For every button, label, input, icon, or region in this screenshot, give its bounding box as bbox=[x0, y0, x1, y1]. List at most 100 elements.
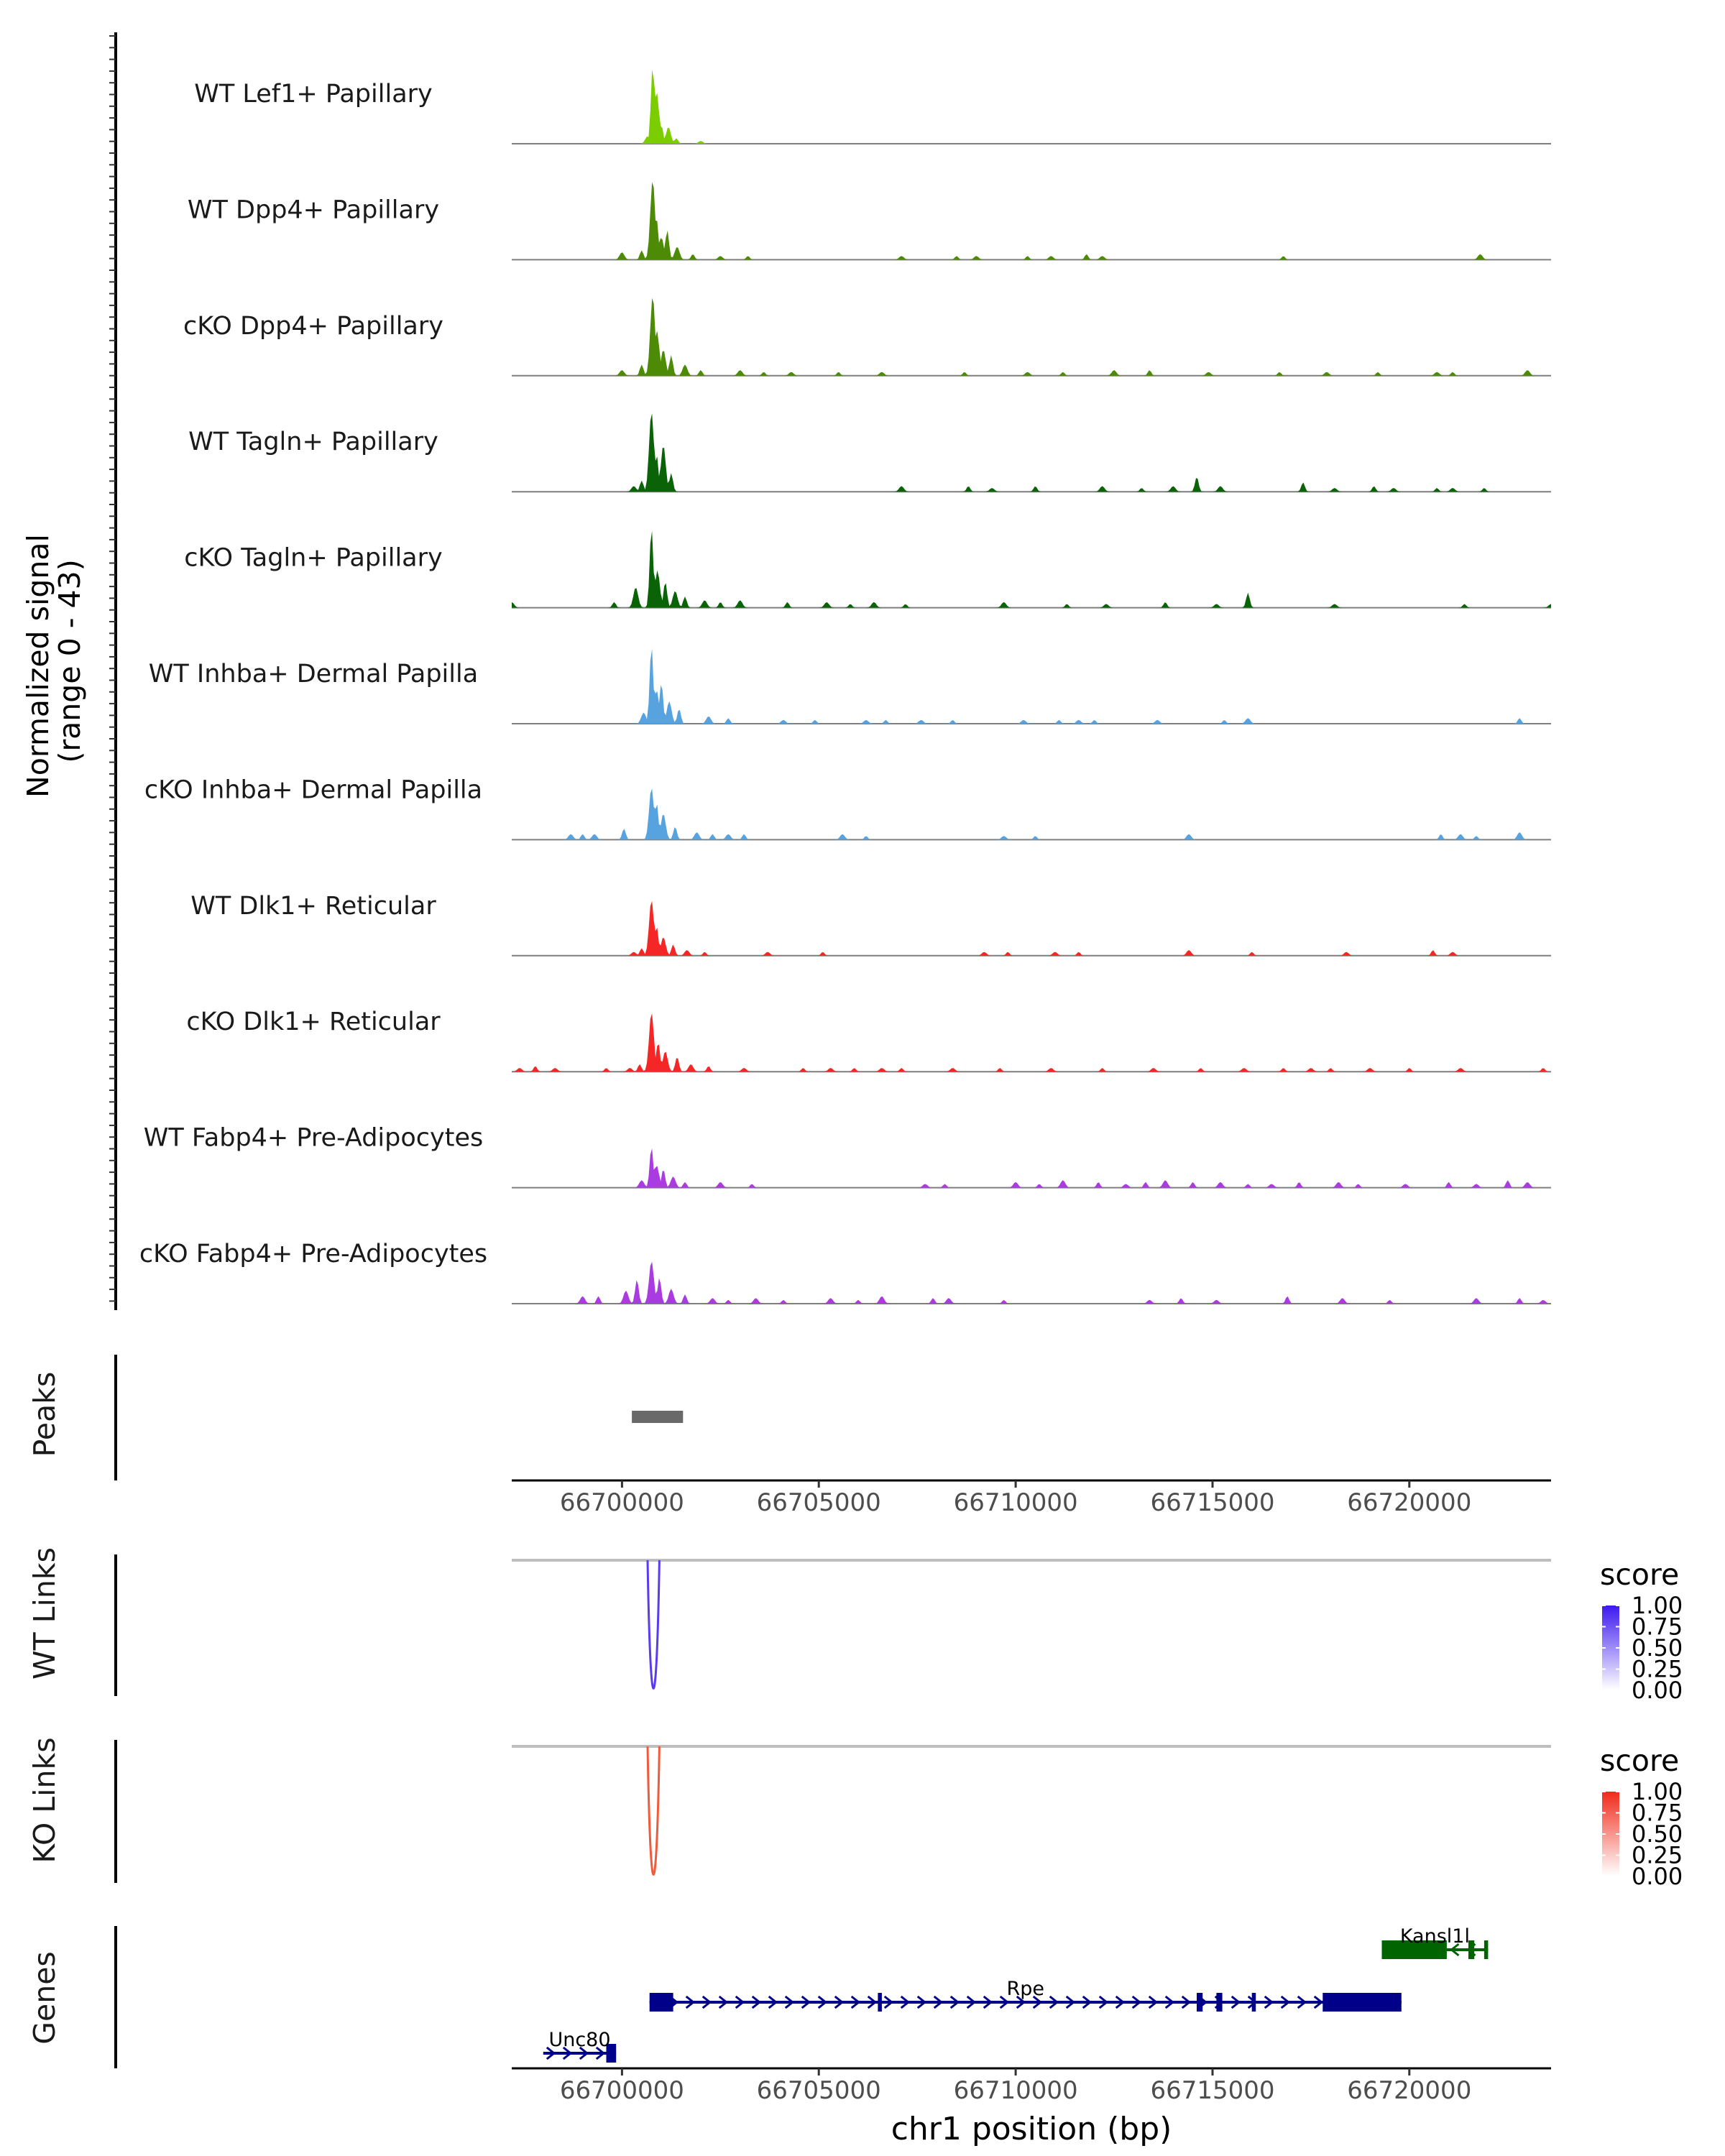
coverage-track: cKO Tagln+ Papillary bbox=[184, 530, 1551, 609]
strand-arrow bbox=[1148, 1995, 1159, 2009]
strand-arrow bbox=[702, 1995, 712, 2009]
gene-exon bbox=[606, 2044, 617, 2063]
track-label: cKO Tagln+ Papillary bbox=[184, 544, 443, 573]
strand-arrow bbox=[1264, 1995, 1274, 2009]
strand-arrow bbox=[768, 1995, 778, 2009]
strand-arrow bbox=[1098, 1995, 1109, 2009]
gene-exon bbox=[1381, 1940, 1447, 1959]
strand-arrow bbox=[1082, 1995, 1092, 2009]
genes-panel-label: Genes bbox=[27, 1951, 62, 2045]
legend-tick-label: 0.00 bbox=[1632, 1677, 1683, 1704]
wt-legend-ticks: 1.000.750.500.250.00 bbox=[1602, 1592, 1683, 1704]
strand-arrow bbox=[949, 1995, 960, 2009]
peaks-panel-label: Peaks bbox=[27, 1372, 62, 1457]
coverage-track: WT Inhba+ Dermal Papilla bbox=[149, 648, 1551, 724]
strand-arrow bbox=[735, 1995, 745, 2009]
x-tick-label: 66715000 bbox=[1150, 1488, 1274, 1517]
ko-legend-title: score bbox=[1600, 1743, 1679, 1778]
coverage-y-ticks bbox=[109, 35, 116, 1302]
strand-arrow bbox=[817, 1995, 828, 2009]
legend-tick-label: 0.25 bbox=[1632, 1656, 1683, 1683]
coverage-track: cKO Fabp4+ Pre-Adipocytes bbox=[139, 1240, 1551, 1304]
x-tick-label: 66700000 bbox=[560, 2076, 684, 2105]
legend-tick-label: 0.50 bbox=[1632, 1634, 1683, 1662]
gene-exon bbox=[1216, 1993, 1223, 2012]
gene-exon bbox=[878, 1993, 882, 2012]
x-tick-label: 66715000 bbox=[1150, 2076, 1274, 2105]
ko-legend-ticks: 1.000.750.500.250.00 bbox=[1602, 1778, 1683, 1890]
coverage-track: cKO Inhba+ Dermal Papilla bbox=[144, 775, 1551, 841]
x-tick-label: 66705000 bbox=[757, 1488, 881, 1517]
x-tick-label: 66720000 bbox=[1347, 1488, 1471, 1517]
strand-arrow bbox=[718, 1995, 729, 2009]
track-label: WT Dlk1+ Reticular bbox=[190, 892, 436, 921]
legend-tick-label: 1.00 bbox=[1632, 1778, 1683, 1805]
strand-arrow bbox=[1016, 1995, 1026, 2009]
peaks-track bbox=[632, 1411, 684, 1423]
strand-arrow bbox=[1280, 1995, 1291, 2009]
strand-arrow bbox=[801, 1995, 811, 2009]
strand-arrow bbox=[751, 1995, 762, 2009]
x-tick-label: 66710000 bbox=[954, 1488, 1078, 1517]
coverage-track: cKO Dlk1+ Reticular bbox=[186, 1008, 1551, 1073]
gene-exon bbox=[1197, 1993, 1203, 2012]
legend-tick-label: 0.00 bbox=[1632, 1863, 1683, 1890]
coverage-track: WT Tagln+ Papillary bbox=[188, 413, 1551, 493]
legend-tick-label: 1.00 bbox=[1632, 1592, 1683, 1619]
strand-arrow bbox=[1049, 1995, 1059, 2009]
gene-exon bbox=[1484, 1940, 1489, 1959]
strand-arrow bbox=[834, 1995, 845, 2009]
strand-arrow bbox=[1297, 1995, 1307, 2009]
coverage-track: cKO Dpp4+ Papillary bbox=[183, 298, 1551, 377]
link-arc bbox=[646, 1560, 661, 1690]
strand-arrow bbox=[916, 1995, 927, 2009]
strand-arrow bbox=[1131, 1995, 1142, 2009]
gene-exon bbox=[649, 1993, 673, 2012]
coverage-track: WT Dlk1+ Reticular bbox=[190, 892, 1551, 957]
gene-model: Unc80 bbox=[543, 2029, 617, 2063]
track-label: WT Tagln+ Papillary bbox=[188, 428, 438, 456]
strand-arrow bbox=[867, 1995, 878, 2009]
links-arcs bbox=[646, 1560, 661, 1876]
y-axis-title-line-1: Normalized signal bbox=[21, 534, 55, 798]
x-tick-label: 66705000 bbox=[757, 2076, 881, 2105]
x-tick-label: 66700000 bbox=[560, 1488, 684, 1517]
legend-tick-label: 0.75 bbox=[1632, 1613, 1683, 1641]
track-label: cKO Dpp4+ Papillary bbox=[183, 312, 443, 341]
legend-tick-label: 0.25 bbox=[1632, 1842, 1683, 1869]
coverage-track: WT Fabp4+ Pre-Adipocytes bbox=[144, 1124, 1551, 1189]
y-axis-title: Normalized signal (range 0 - 43) bbox=[21, 525, 87, 798]
y-axis-title-line-2: (range 0 - 43) bbox=[52, 559, 87, 763]
track-label: cKO Dlk1+ Reticular bbox=[186, 1008, 441, 1036]
gene-label: Unc80 bbox=[548, 2029, 610, 2051]
x-axis-title: chr1 position (bp) bbox=[891, 2111, 1172, 2147]
x-axis-top: 66700000 66705000 66710000 66715000 66720000 bbox=[560, 1480, 1471, 1517]
gene-exon bbox=[1468, 1940, 1475, 1959]
strand-arrow bbox=[933, 1995, 944, 2009]
gene-exon bbox=[1251, 1993, 1256, 2012]
strand-arrow bbox=[1115, 1995, 1126, 2009]
strand-arrow bbox=[1164, 1995, 1175, 2009]
track-label: WT Inhba+ Dermal Papilla bbox=[149, 660, 478, 688]
gene-model: Rpe bbox=[649, 1978, 1402, 2012]
link-arc bbox=[646, 1746, 661, 1876]
track-label: cKO Inhba+ Dermal Papilla bbox=[144, 775, 482, 804]
strand-arrow bbox=[1181, 1995, 1192, 2009]
strand-arrow bbox=[562, 2046, 573, 2060]
legend-tick-label: 0.50 bbox=[1632, 1820, 1683, 1848]
track-label: cKO Fabp4+ Pre-Adipocytes bbox=[139, 1240, 487, 1268]
gene-label: Kansl1l bbox=[1400, 1925, 1470, 1948]
track-label: WT Fabp4+ Pre-Adipocytes bbox=[144, 1124, 483, 1153]
strand-arrow bbox=[595, 2046, 606, 2060]
strand-arrow bbox=[983, 1995, 993, 2009]
strand-arrow bbox=[1230, 1995, 1241, 2009]
track-label: WT Dpp4+ Papillary bbox=[188, 195, 439, 224]
strand-arrow bbox=[1065, 1995, 1076, 2009]
strand-arrow bbox=[900, 1995, 911, 2009]
strand-arrow bbox=[966, 1995, 977, 2009]
strand-arrow bbox=[999, 1995, 1010, 2009]
genes-track: Kansl1l Rpe Unc80 bbox=[543, 1925, 1489, 2063]
wt-links-panel-label: WT Links bbox=[27, 1547, 62, 1680]
gene-label: Rpe bbox=[1007, 1978, 1045, 2000]
x-tick-label: 66720000 bbox=[1347, 2076, 1471, 2105]
